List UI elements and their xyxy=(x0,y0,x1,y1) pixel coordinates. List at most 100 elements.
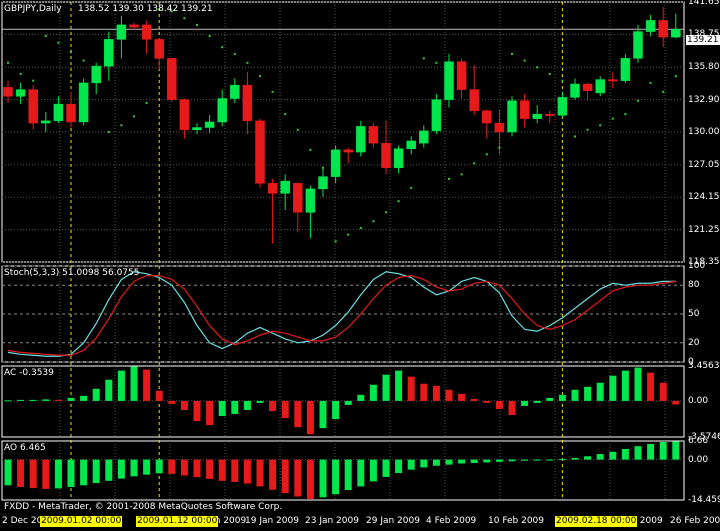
time-marker-label: 2009.02.18 00:00 xyxy=(555,516,638,527)
ac-bar xyxy=(168,400,176,404)
ac-bar xyxy=(92,388,100,401)
ac-bar xyxy=(29,399,37,401)
psar-dot xyxy=(637,99,639,102)
ao-bar xyxy=(243,459,251,484)
price-tick: 118.35 xyxy=(688,257,720,267)
stoch-signal-line xyxy=(7,274,676,356)
psar-dot xyxy=(334,240,337,243)
psar-dot xyxy=(158,8,161,11)
price-tick: 127.05 xyxy=(688,159,720,170)
ac-bar xyxy=(294,400,302,428)
psar-dot xyxy=(611,117,614,120)
candle-bear xyxy=(28,89,38,124)
ao-tick: 0.00 xyxy=(688,454,709,465)
ao-bar xyxy=(495,459,503,462)
time-marker-label: 2009.01.02 00:00 xyxy=(40,516,123,527)
current-price-box: 139.21 xyxy=(686,35,720,45)
ao-bar xyxy=(382,459,390,477)
candle-bull xyxy=(305,188,316,213)
time-tick: 23 Jan 2009 xyxy=(305,516,359,526)
psar-dot xyxy=(485,153,488,156)
ac-bar xyxy=(470,398,478,401)
candle-bear xyxy=(293,183,303,213)
ac-bar xyxy=(231,400,239,415)
psar-dot xyxy=(498,146,501,149)
candle-bull xyxy=(431,99,442,132)
psar-dot xyxy=(57,41,60,44)
ao-bar xyxy=(256,459,264,487)
ao-bar xyxy=(483,459,491,463)
psar-dot xyxy=(170,10,173,13)
ao-bar xyxy=(470,459,478,463)
candle-bull xyxy=(192,127,202,131)
ao-bar xyxy=(458,459,466,464)
ac-bar xyxy=(269,400,277,412)
ao-bar xyxy=(508,459,516,462)
psar-dot xyxy=(271,90,274,93)
candle-bull xyxy=(595,79,605,94)
psar-dot xyxy=(435,61,438,64)
ac-bar xyxy=(155,390,163,401)
price-tick: 141.65 xyxy=(688,0,720,7)
candle-bear xyxy=(66,103,76,123)
ao-bar xyxy=(659,442,667,460)
ac-bar xyxy=(634,367,642,401)
candle-bear xyxy=(658,20,668,38)
ao-bar xyxy=(407,459,415,470)
ao-bar xyxy=(332,459,340,495)
ao-bar xyxy=(17,459,25,487)
ac-bar xyxy=(42,399,50,401)
ac-bar xyxy=(206,400,214,426)
ac-bar xyxy=(458,393,466,401)
ao-bar xyxy=(80,459,88,486)
ao-bar xyxy=(306,459,314,499)
psar-dot xyxy=(586,128,589,131)
ao-bar xyxy=(571,457,579,460)
ao-bar xyxy=(92,459,100,484)
candle-bull xyxy=(15,89,26,97)
ac-tick: 3.4563 xyxy=(688,361,720,371)
ac-bar xyxy=(395,370,403,401)
ao-bar xyxy=(420,459,428,468)
psar-dot xyxy=(574,135,576,138)
psar-dot xyxy=(44,35,47,38)
psar-dot xyxy=(107,131,110,133)
candle-bear xyxy=(469,89,479,112)
candle-bear xyxy=(267,183,278,194)
candle-bull xyxy=(406,140,416,149)
ac-bar xyxy=(647,372,655,401)
ac-bar xyxy=(495,400,503,409)
candle-bull xyxy=(78,82,89,123)
price-tick: 135.80 xyxy=(688,62,720,73)
stoch-tick: 0 xyxy=(688,357,694,367)
footer-copyright: FXDD - MetaTrader, © 2001-2008 MetaQuote… xyxy=(4,502,283,512)
ac-bar xyxy=(584,386,592,401)
ao-bar xyxy=(218,459,226,481)
ao-bar xyxy=(609,451,617,460)
price-tick: 130.00 xyxy=(688,127,720,137)
psar-dot xyxy=(82,59,85,62)
ac-bar xyxy=(546,397,554,401)
ao-bar xyxy=(369,459,377,482)
time-tick: 4 Feb 2009 xyxy=(426,516,477,526)
time-tick: 19 Jan 2009 xyxy=(245,516,299,526)
ao-bar xyxy=(533,459,541,461)
ao-bar xyxy=(105,459,113,481)
candle-bull xyxy=(104,39,114,67)
ao-bar xyxy=(269,459,277,490)
psar-dot xyxy=(70,50,72,53)
ao-bar xyxy=(180,459,188,476)
ao-tick: 6.66 xyxy=(688,436,709,446)
ac-bar xyxy=(67,397,75,401)
candle-bear xyxy=(608,79,618,82)
psar-dot xyxy=(372,220,375,223)
candle-bull xyxy=(645,20,656,32)
candle-bear xyxy=(179,99,190,131)
ao-label: AO 6.465 xyxy=(4,443,46,453)
time-tick: 9 Jan 2009 xyxy=(198,516,247,526)
candle-bull xyxy=(570,83,580,98)
ac-bar xyxy=(54,399,62,401)
time-marker-label: 2009.01.12 00:00 xyxy=(136,516,219,527)
